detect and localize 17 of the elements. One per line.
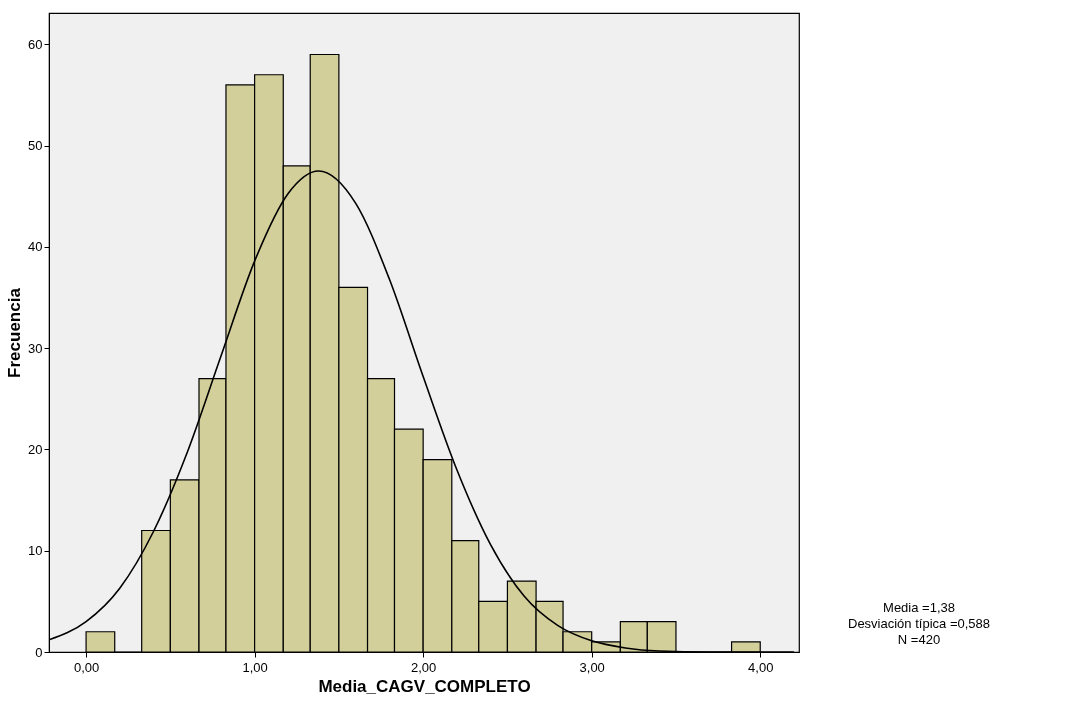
x-tick-label: 3,00 — [579, 659, 605, 675]
text: N =420 — [897, 632, 941, 647]
text: Media =1,38 — [883, 600, 955, 615]
y-tick-label: 10 — [28, 543, 43, 559]
y-tick-label: 30 — [28, 340, 43, 356]
x-tick-label: 0,00 — [73, 659, 100, 675]
y-tick-label: 20 — [28, 441, 43, 457]
text: Desviación típica =0,588 — [847, 616, 991, 631]
x-axis-title: Media_CAGV_COMPLETO — [318, 676, 531, 696]
y-tick-label: 0 — [35, 644, 43, 660]
y-tick-label: 40 — [28, 239, 43, 255]
y-tick-label: 60 — [28, 36, 43, 52]
x-tick-label: 1,00 — [242, 659, 268, 675]
x-tick-label: 2,00 — [411, 659, 437, 675]
y-tick-label: 50 — [28, 138, 43, 154]
x-tick-label: 4,00 — [748, 659, 774, 675]
y-axis-title: Frecuencia — [5, 287, 25, 378]
